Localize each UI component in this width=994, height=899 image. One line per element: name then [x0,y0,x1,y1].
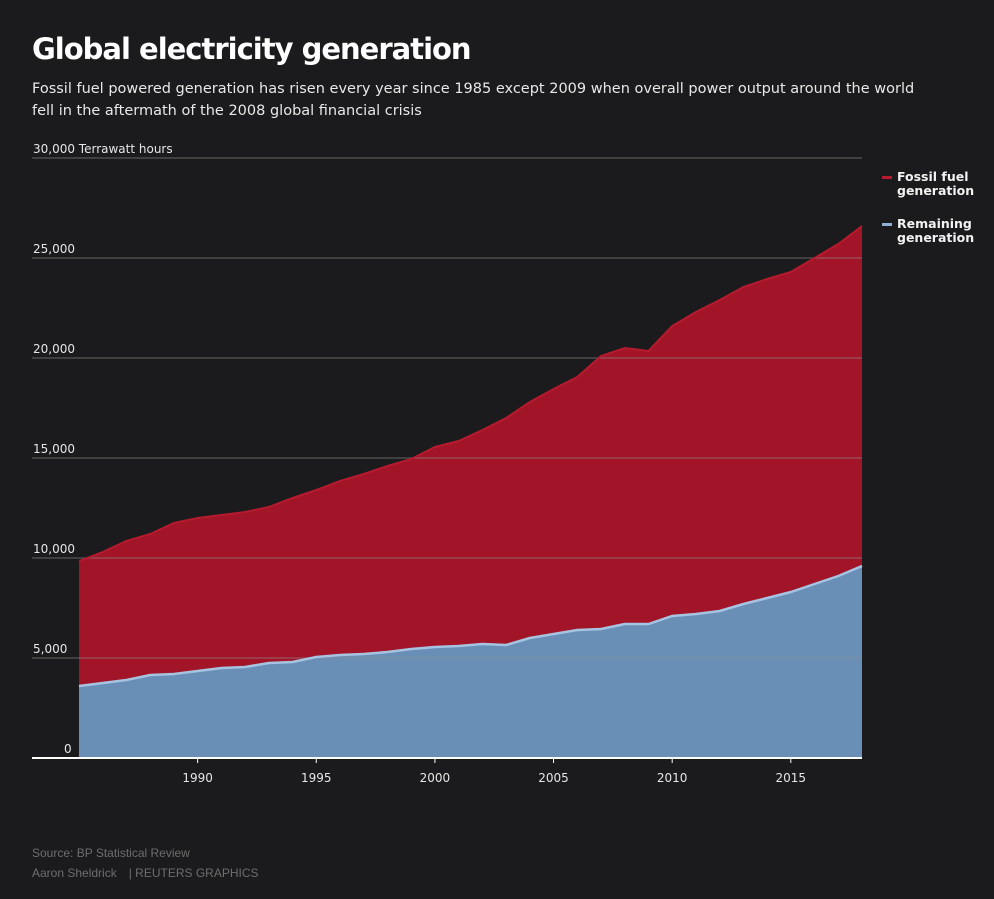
credit-line: Aaron Sheldrick | REUTERS GRAPHICS [32,866,259,880]
x-tick-label: 2000 [420,771,451,785]
tick-labels: 5,000 10,000 15,000 20,000 25,000 30,000 Terr… [33,142,806,785]
series-lines [78,225,863,688]
x-tick-label: 2005 [538,771,569,785]
source-note: Source: BP Statistical Review [32,846,190,860]
legend-label-remaining: Remaining generation [897,216,975,245]
y-tick-label: 15,000 [33,442,75,456]
legend-swatch-fossil [882,176,892,179]
y-tick-label: 5,000 [33,642,67,656]
y-tick-label: 0 [64,742,72,756]
agency-credit: | REUTERS GRAPHICS [128,866,259,880]
author-credit: Aaron Sheldrick [32,866,117,880]
fossil-area [79,226,862,686]
fossil-line [78,225,863,562]
x-tick-label: 2015 [776,771,807,785]
x-tick-label: 1995 [301,771,332,785]
legend-swatch-remaining [882,223,892,226]
y-tick-label: 20,000 [33,342,75,356]
y-tick-label: 10,000 [33,542,75,556]
remaining-line [78,564,863,688]
axes [32,757,862,763]
x-tick-label: 1990 [182,771,213,785]
y-tick-label: 25,000 [33,242,75,256]
x-tick-label: 2010 [657,771,688,785]
y-tick-label: 30,000 Terrawatt hours [33,142,173,156]
legend-label-fossil: Fossil fuel generation [897,169,975,198]
gridlines [32,157,862,659]
remaining-area [79,566,862,758]
chart-subtitle: Fossil fuel powered generation has risen… [32,81,915,119]
chart-title: Global electricity generation [32,32,472,66]
series-areas [79,226,862,758]
